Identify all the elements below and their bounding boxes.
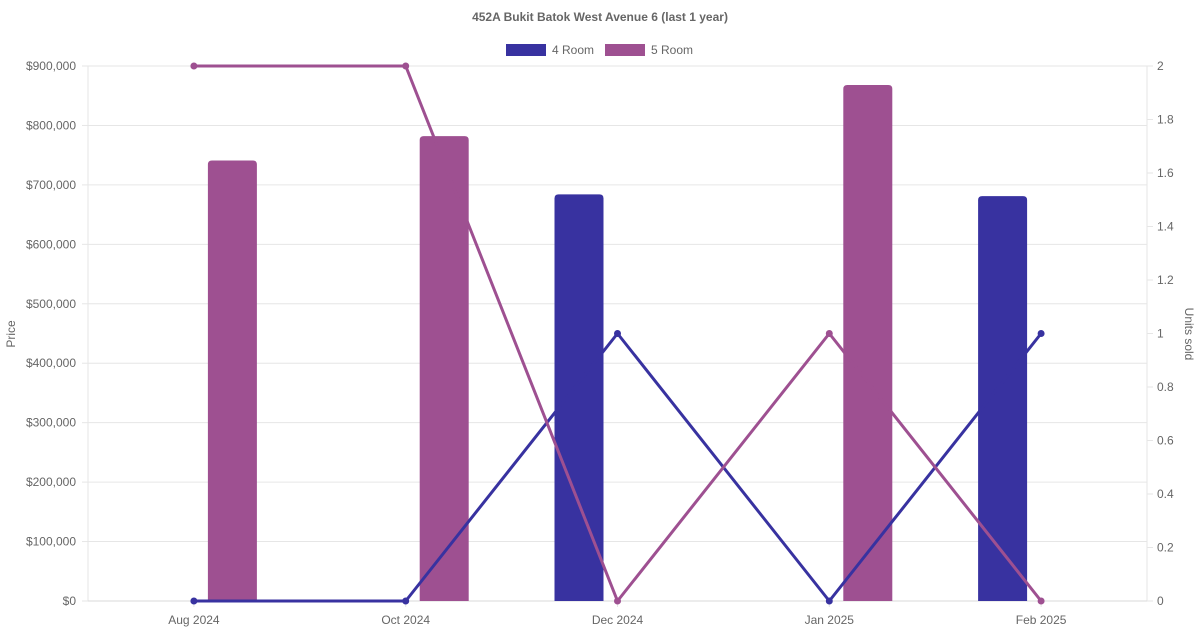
line-4-room [193,332,1043,603]
y2-tick-label: 0 [1157,594,1164,608]
point-5-room[interactable] [190,62,198,70]
x-tick-label: Aug 2024 [168,613,220,627]
y-tick-label: $800,000 [26,118,76,132]
bar-5-room[interactable] [419,136,469,601]
y2-tick-label: 1.4 [1157,220,1174,234]
y-tick-label: $400,000 [26,356,76,370]
bars-layer [207,85,1028,602]
point-5-room[interactable] [402,62,410,70]
y-tick-label: $100,000 [26,535,76,549]
y2-tick-label: 0.8 [1157,380,1174,394]
x-tick-label: Oct 2024 [381,613,430,627]
point-4-room[interactable] [190,597,198,605]
bar-4-room[interactable] [554,194,604,601]
y-tick-label: $900,000 [26,59,76,73]
point-4-room[interactable] [825,597,833,605]
y2-tick-label: 2 [1157,59,1164,73]
point-4-room[interactable] [402,597,410,605]
legend-label-4-room[interactable]: 4 Room [552,43,594,57]
legend-swatch-5-room[interactable] [605,44,645,56]
legend-label-5-room[interactable]: 5 Room [651,43,693,57]
x-tick-label: Dec 2024 [592,613,644,627]
legend: 4 Room 5 Room [506,43,693,57]
y-tick-label: $0 [63,594,77,608]
point-4-room[interactable] [614,330,621,337]
point-4-room[interactable] [1037,330,1045,337]
y2-tick-label: 1.8 [1157,113,1174,127]
points-layer [190,62,1045,605]
y2-tick-label: 1 [1157,327,1164,341]
x-tick-label: Feb 2025 [1016,613,1067,627]
y2-tick-label: 0.2 [1157,541,1174,555]
y2-axis-title: Units sold [1182,308,1196,361]
bar-5-room[interactable] [207,160,257,601]
y-tick-label: $300,000 [26,416,76,430]
y-tick-label: $200,000 [26,475,76,489]
y2-tick-label: 0.6 [1157,434,1174,448]
y2-tick-label: 0.4 [1157,487,1174,501]
y-tick-label: $700,000 [26,178,76,192]
point-5-room[interactable] [1037,597,1045,605]
y-axis-title: Price [4,320,18,348]
y2-tick-label: 1.6 [1157,166,1174,180]
bar-4-room[interactable] [978,196,1028,601]
legend-swatch-4-room[interactable] [506,44,546,56]
chart-title: 452A Bukit Batok West Avenue 6 (last 1 y… [472,10,728,24]
y2-tick-label: 1.2 [1157,273,1174,287]
y-tick-label: $600,000 [26,237,76,251]
point-5-room[interactable] [614,597,621,605]
bar-5-room[interactable] [843,85,893,602]
ticks-layer: $0 $100,000 $200,000 $300,000 $400,000 $500,0… [26,59,1174,627]
x-tick-label: Jan 2025 [805,613,855,627]
y-tick-label: $500,000 [26,297,76,311]
point-5-room[interactable] [825,330,833,337]
